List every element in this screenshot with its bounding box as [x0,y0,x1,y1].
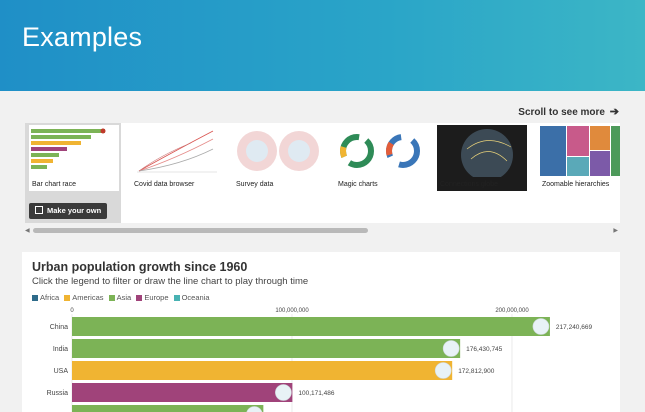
category-label: India [53,346,68,353]
value-label: 176,430,745 [466,346,503,353]
legend-item-asia[interactable]: Asia [109,293,132,302]
legend-label: Oceania [182,293,210,302]
treemap-preview [539,125,620,177]
flag-icon [533,319,549,335]
card-zoomable-hierarchies[interactable]: Zoomable hierarchies [535,123,620,223]
flag-icon [275,385,291,401]
legend-label: Americas [72,293,103,302]
legend-item-europe[interactable]: Europe [136,293,168,302]
bar [72,317,550,336]
example-gallery: Bar chart race Make your own Covid data … [25,123,620,223]
card-label: Zoomable hierarchies [542,181,609,188]
legend-item-africa[interactable]: Africa [32,293,59,302]
card-label: Magic charts [338,181,378,188]
category-label: Russia [47,390,69,397]
flag-icon [435,363,451,379]
magic-charts-preview [335,125,425,177]
bar [72,383,292,402]
globe-preview [437,125,527,177]
legend-item-oceania[interactable]: Oceania [174,293,210,302]
scrollbar-thumb[interactable] [33,228,368,233]
category-label: China [50,324,68,331]
chart-legend: Africa Americas Asia Europe Oceania [32,293,213,302]
card-bar-chart-race[interactable]: Bar chart race Make your own [25,123,121,223]
legend-swatch [136,295,142,301]
value-label: 217,240,669 [556,324,593,331]
external-link-icon [35,206,43,214]
value-label: 100,171,486 [298,390,335,397]
scroll-hint-label: Scroll to see more [518,107,605,118]
card-label: Covid data browser [134,181,194,188]
make-your-own-button[interactable]: Make your own [29,203,107,219]
legend-label: Asia [117,293,132,302]
arrow-right-icon: ➔ [610,106,619,118]
scroll-left-icon[interactable]: ◀ [25,227,30,234]
bar [72,339,460,358]
page-title: Examples [22,22,142,53]
card-connections-globe[interactable]: Connections globe [433,123,529,223]
chart-title: Urban population growth since 1960 [32,260,247,274]
bar-chart-race-preview [29,125,119,177]
legend-swatch [64,295,70,301]
survey-preview [233,125,323,177]
bar [72,361,452,380]
legend-item-americas[interactable]: Americas [64,293,103,302]
legend-swatch [32,295,38,301]
make-your-own-label: Make your own [47,206,101,215]
legend-swatch [109,295,115,301]
card-label: Bar chart race [32,181,76,188]
card-label: Connections globe [440,181,498,188]
x-tick-label: 200,000,000 [495,308,529,314]
chart-panel: Urban population growth since 1960 Click… [22,252,620,412]
legend-label: Europe [144,293,168,302]
legend-swatch [174,295,180,301]
x-tick-label: 0 [70,308,74,314]
covid-preview [131,125,221,177]
value-label: 172,812,900 [458,368,495,375]
card-magic-charts[interactable]: Magic charts [331,123,427,223]
scroll-right-icon[interactable]: ▶ [613,227,618,234]
card-covid-data-browser[interactable]: Covid data browser [127,123,223,223]
card-label: Survey data [236,181,273,188]
flag-icon [443,341,459,357]
bar-chart: 0 100,000,000 200,000,000 China 217,240,669 I… [22,302,620,412]
chart-subtitle: Click the legend to filter or draw the l… [32,276,308,287]
category-label: USA [54,368,69,375]
card-survey-data[interactable]: Survey data [229,123,325,223]
scroll-hint[interactable]: Scroll to see more ➔ [518,105,619,118]
gallery-scrollbar[interactable]: ◀ ▶ [25,226,620,234]
x-tick-label: 100,000,000 [275,308,309,314]
page-header: Examples [0,0,645,91]
legend-label: Africa [40,293,59,302]
